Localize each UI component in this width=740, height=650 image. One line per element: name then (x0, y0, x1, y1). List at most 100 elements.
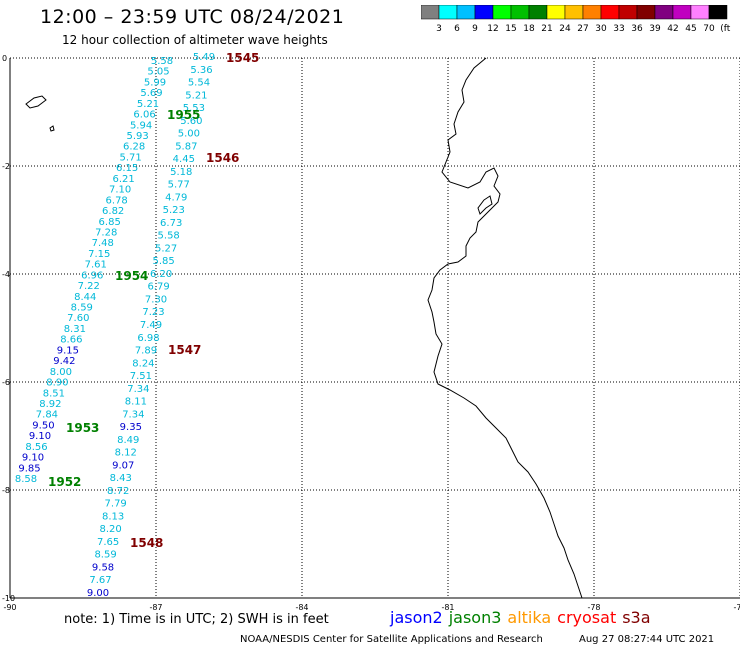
pass-time-label: 1953 (66, 421, 99, 435)
pass-time-label: 1952 (48, 475, 81, 489)
swh-value: 6.15 (116, 163, 138, 174)
swh-value: 8.58 (15, 474, 37, 485)
swh-value: 7.30 (145, 294, 167, 305)
swh-value: 8.56 (25, 442, 47, 453)
swh-value: 6.78 (106, 195, 128, 206)
swh-value: 8.66 (60, 335, 82, 346)
longitude-tick-label: -84 (295, 603, 308, 612)
swh-value: 6.20 (150, 269, 172, 280)
swh-value: 5.71 (119, 152, 141, 163)
swh-value: 9.00 (87, 588, 109, 599)
swh-value: 8.00 (50, 367, 72, 378)
gulf-islands (477, 195, 493, 215)
latitude-tick-label: -4 (2, 270, 10, 279)
galapagos-islet (49, 125, 55, 132)
longitude-tick-label: -75 (733, 603, 740, 612)
swh-value: 5.05 (147, 67, 169, 78)
swh-value: 7.67 (89, 575, 111, 586)
swh-value: 8.24 (132, 358, 154, 369)
swh-value: 7.89 (135, 346, 157, 357)
credit-line: NOAA/NESDIS Center for Satellite Applica… (240, 634, 543, 645)
color-scale-label: 15 (505, 24, 516, 34)
swh-value: 5.00 (178, 129, 200, 140)
swh-value: 6.82 (102, 206, 124, 217)
satellite-altika: altika (507, 608, 552, 627)
swh-value: 7.15 (88, 249, 110, 260)
swh-value: 8.43 (110, 473, 132, 484)
swh-value: 5.77 (168, 180, 190, 191)
color-scale-label: 33 (613, 24, 624, 34)
swh-value: 8.13 (102, 511, 124, 522)
swh-value: 6.06 (133, 110, 155, 121)
pass-time-label: 1954 (115, 269, 148, 283)
color-scale-label: 27 (577, 24, 588, 34)
swh-value: 6.21 (113, 174, 135, 185)
swh-value: 9.35 (120, 422, 142, 433)
color-scale-label: 24 (559, 24, 571, 34)
swh-value: 9.58 (92, 562, 114, 573)
swh-value: 8.49 (117, 435, 139, 446)
footnote: note: 1) Time is in UTC; 2) SWH is in fe… (64, 612, 329, 627)
swh-value: 8.11 (125, 397, 147, 408)
swh-value: 5.85 (152, 256, 174, 267)
swh-value: 5.58 (158, 231, 180, 242)
coastline (427, 57, 583, 599)
swh-value: 5.27 (155, 243, 177, 254)
color-scale-label: 12 (487, 24, 498, 34)
swh-value: 7.34 (122, 409, 144, 420)
swh-value: 8.90 (46, 378, 68, 389)
swh-value: 6.98 (137, 333, 159, 344)
swh-value: 8.20 (99, 524, 121, 535)
satellite-jason2: jason2 (390, 608, 443, 627)
color-scale-label: 45 (685, 24, 696, 34)
color-scale-label: 3 (436, 24, 442, 34)
swh-value: 5.69 (140, 88, 162, 99)
swh-value: 7.48 (92, 238, 114, 249)
swh-value: 6.73 (160, 218, 182, 229)
longitude-tick-label: -90 (3, 603, 16, 612)
swh-value: 5.93 (126, 131, 148, 142)
swh-value: 7.10 (109, 185, 131, 196)
latitude-tick-label: -8 (2, 486, 10, 495)
swh-value: 4.45 (173, 154, 195, 165)
swh-value: 5.23 (163, 205, 185, 216)
swh-value: 9.42 (53, 356, 75, 367)
swh-value: 5.21 (185, 90, 207, 101)
swh-value: 8.12 (115, 448, 137, 459)
galapagos-island (25, 95, 47, 109)
latitude-tick-label: -6 (2, 378, 10, 387)
swh-value: 5.49 (193, 52, 215, 63)
color-scale-label: 30 (595, 24, 607, 34)
swh-value: 8.72 (107, 486, 129, 497)
map-title: 12:00 – 23:59 UTC 08/24/2021 (40, 6, 345, 28)
latitude-tick-label: 0 (2, 54, 7, 63)
color-scale-label: 42 (667, 24, 678, 34)
color-scale-label: 39 (649, 24, 661, 34)
swh-value: 6.96 (81, 270, 103, 281)
generated-timestamp: Aug 27 08:27:44 UTC 2021 (579, 634, 715, 645)
swh-value: 6.85 (99, 217, 121, 228)
swh-value: 8.31 (64, 324, 86, 335)
satellite-s3a: s3a (622, 608, 651, 627)
swh-value: 8.92 (39, 399, 61, 410)
color-scale-label: 18 (523, 24, 535, 34)
swh-value: 7.23 (142, 307, 164, 318)
swh-value: 8.51 (43, 388, 65, 399)
longitude-tick-label: -78 (587, 603, 600, 612)
pass-time-label: 1955 (167, 108, 200, 122)
color-scale-label: 70 (703, 24, 715, 34)
swh-value: 8.44 (74, 292, 96, 303)
map-subtitle: 12 hour collection of altimeter wave hei… (62, 33, 328, 47)
swh-value: 8.59 (94, 550, 116, 561)
longitude-tick-label: -81 (441, 603, 454, 612)
color-scale-label: 6 (454, 24, 460, 34)
swh-value: 5.94 (130, 120, 152, 131)
pass-time-label: 1548 (130, 536, 163, 550)
swh-value: 5.99 (144, 77, 166, 88)
pass-time-label: 1547 (168, 343, 201, 357)
swh-value: 9.15 (57, 345, 79, 356)
swh-value: 7.79 (105, 499, 127, 510)
swh-value: 5.53 (183, 103, 205, 114)
